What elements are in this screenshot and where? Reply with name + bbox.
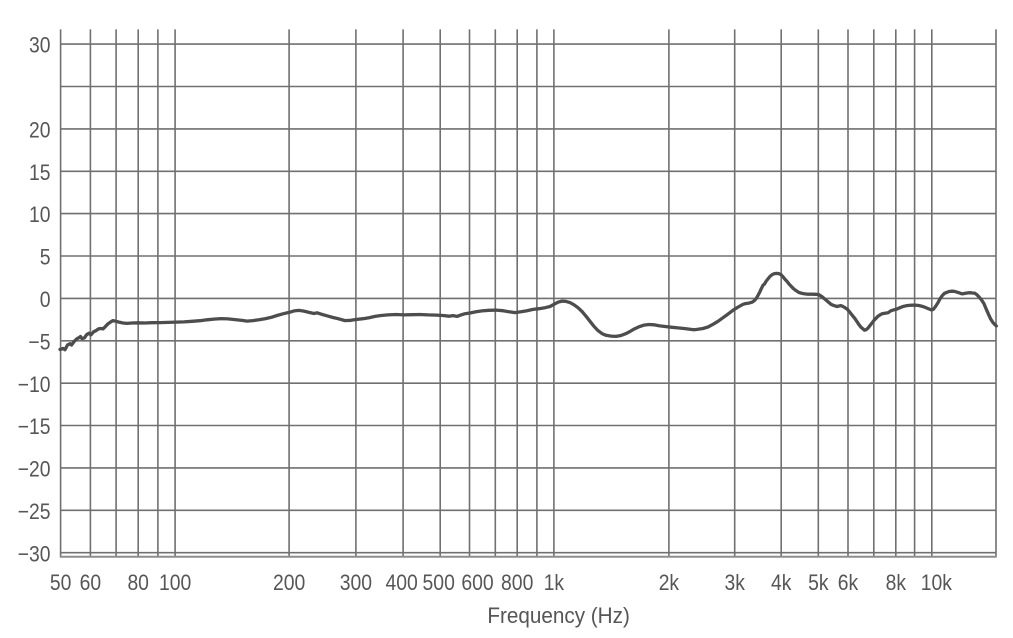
svg-text:4k: 4k [771,570,792,595]
svg-text:−30: −30 [18,541,51,566]
svg-text:800: 800 [501,570,533,595]
svg-text:400: 400 [385,570,417,595]
svg-text:−20: −20 [18,457,51,482]
svg-text:80: 80 [127,570,149,595]
svg-text:500: 500 [423,570,455,595]
svg-text:3k: 3k [725,570,746,595]
svg-text:0: 0 [40,287,51,312]
svg-text:8k: 8k [886,570,907,595]
svg-text:100: 100 [159,570,191,595]
svg-text:300: 300 [340,570,372,595]
svg-text:−25: −25 [18,499,51,524]
svg-text:50: 50 [50,570,72,595]
svg-text:−5: −5 [28,329,50,354]
svg-text:2k: 2k [659,570,680,595]
svg-text:−15: −15 [18,414,51,439]
svg-text:15: 15 [29,160,51,185]
svg-text:10: 10 [29,202,51,227]
svg-text:20: 20 [29,118,51,143]
svg-text:6k: 6k [838,570,859,595]
svg-text:600: 600 [461,570,493,595]
svg-text:60: 60 [80,570,102,595]
svg-text:1k: 1k [544,570,565,595]
svg-text:Frequency (Hz): Frequency (Hz) [487,603,630,628]
svg-text:30: 30 [29,33,51,58]
svg-text:200: 200 [273,570,305,595]
svg-text:−10: −10 [18,372,51,397]
svg-text:5: 5 [40,245,51,270]
svg-text:5k: 5k [808,570,829,595]
svg-text:10k: 10k [921,570,953,595]
